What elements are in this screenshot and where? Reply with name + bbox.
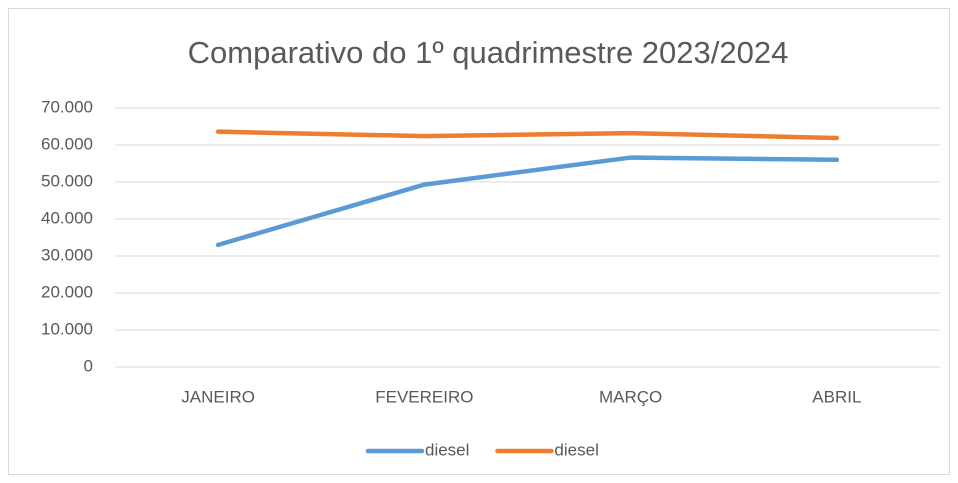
series-line xyxy=(215,129,840,141)
y-tick-label: 40.000 xyxy=(41,208,93,227)
chart-border xyxy=(8,8,950,475)
series-line xyxy=(215,155,840,248)
x-tick-label: JANEIRO xyxy=(181,387,255,406)
y-tick-label: 10.000 xyxy=(41,319,93,338)
x-tick-label: MARÇO xyxy=(599,387,662,406)
legend-label: diesel xyxy=(425,440,469,459)
x-tick-label: ABRIL xyxy=(812,387,861,406)
x-tick-label: FEVEREIRO xyxy=(375,387,473,406)
y-tick-label: 70.000 xyxy=(41,97,93,116)
y-tick-label: 30.000 xyxy=(41,245,93,264)
chart-title: Comparativo do 1º quadrimestre 2023/2024 xyxy=(188,35,789,70)
y-tick-label: 60.000 xyxy=(41,134,93,153)
y-tick-label: 0 xyxy=(84,356,93,375)
legend-label: diesel xyxy=(554,440,598,459)
y-tick-label: 50.000 xyxy=(41,171,93,190)
y-tick-label: 20.000 xyxy=(41,282,93,301)
